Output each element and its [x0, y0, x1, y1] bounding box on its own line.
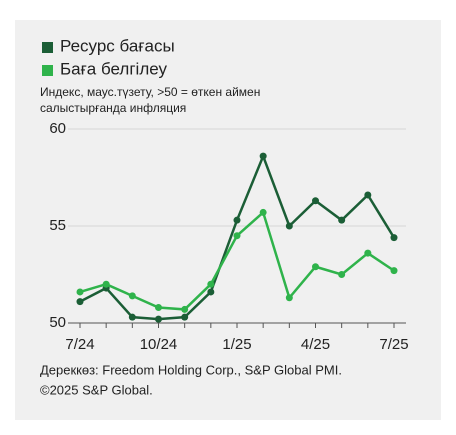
- point: [128, 292, 136, 300]
- source: Дереккөз: Freedom Holding Corp., S&P Glo…: [40, 362, 342, 377]
- point: [390, 267, 398, 275]
- legend-swatch: [42, 65, 53, 76]
- point: [259, 152, 267, 160]
- legend-label: Баға белгілеу: [60, 59, 168, 78]
- x-tick-label: 4/25: [301, 336, 330, 353]
- x-tick-label: 10/24: [140, 336, 178, 353]
- point: [128, 313, 136, 321]
- legend-swatch: [42, 42, 53, 53]
- panel: [15, 20, 441, 420]
- point: [207, 280, 215, 288]
- legend-label: Ресурс бағасы: [60, 36, 175, 55]
- subtitle: Индекс, маус.түзету, >50 = өткен аймен: [40, 85, 260, 99]
- point: [181, 313, 189, 321]
- subtitle: салыстырғанда инфляция: [40, 101, 186, 115]
- point: [181, 305, 189, 313]
- x-tick-label: 7/25: [379, 336, 408, 353]
- point: [259, 208, 267, 216]
- x-tick-label: 1/25: [222, 336, 251, 353]
- x-tick-label: 7/24: [65, 336, 94, 353]
- point: [390, 234, 398, 242]
- point: [76, 288, 84, 296]
- point: [312, 197, 319, 205]
- point: [338, 271, 346, 278]
- point: [155, 315, 162, 323]
- y-tick-label: 60: [49, 120, 66, 137]
- point: [207, 288, 215, 296]
- y-tick-label: 50: [49, 314, 66, 331]
- point: [285, 222, 293, 230]
- point: [155, 303, 162, 311]
- y-tick-label: 55: [49, 217, 66, 234]
- point: [338, 216, 346, 224]
- point: [76, 298, 84, 306]
- point: [364, 191, 372, 199]
- point: [285, 294, 293, 302]
- point: [312, 263, 319, 271]
- point: [102, 280, 110, 288]
- point: [233, 232, 241, 240]
- source: ©2025 S&P Global.: [40, 382, 153, 397]
- point: [364, 249, 372, 257]
- point: [233, 216, 241, 224]
